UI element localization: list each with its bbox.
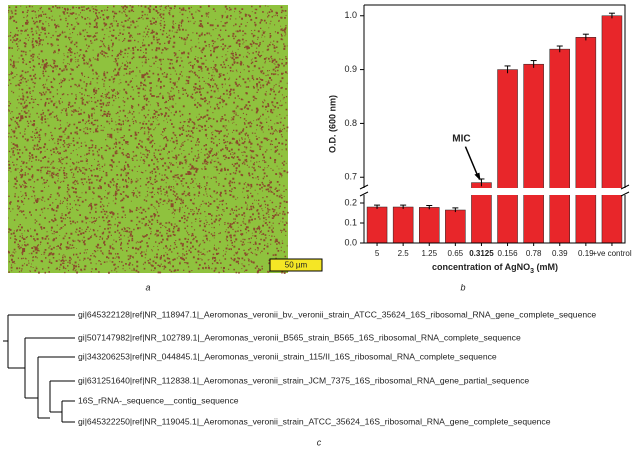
y-tick-label: 0.8	[344, 118, 357, 128]
x-axis-label-suffix: (mM)	[534, 262, 558, 272]
bar	[549, 48, 570, 244]
tree-branches	[3, 314, 75, 423]
x-axis-label: concentration of AgNO3 (mM)	[432, 262, 558, 274]
x-tick-label: 2.5	[398, 249, 410, 258]
bar	[497, 69, 518, 244]
micrograph-particles	[8, 5, 289, 274]
y-tick-label: 0.2	[344, 197, 357, 207]
bar	[366, 206, 388, 244]
bar	[575, 37, 597, 244]
panel-label: c	[317, 437, 322, 447]
y-tick-label: 1.0	[344, 10, 357, 20]
y-tick-label: 0.1	[344, 217, 357, 227]
tree-leaf-label: gi|507147982|ref|NR_102789.1|_Aeromonas_…	[78, 332, 521, 342]
axis-break	[358, 188, 631, 195]
x-axis-label-sub: 3	[530, 268, 534, 275]
tree-leaf-label: gi|645322128|ref|NR_118947.1|_Aeromonas_…	[78, 309, 596, 319]
bar	[419, 207, 440, 244]
x-tick-label: 0.19	[578, 249, 594, 258]
bar	[601, 15, 623, 244]
y-tick-label: 0.9	[344, 64, 357, 74]
x-tick-label: 0.3125	[469, 249, 494, 258]
bar	[445, 209, 466, 244]
x-tick-label: 0.78	[526, 249, 542, 258]
y-axis-label: O.D. (600 nm)	[327, 95, 337, 153]
tree-leaf-label: gi|631251640|ref|NR_112838.1|_Aeromonas_…	[78, 375, 529, 385]
tree-leaf-label: gi|343206253|ref|NR_044845.1|_Aeromonas_…	[78, 351, 497, 361]
x-tick-label: +ve control	[592, 249, 632, 258]
tree-leaf-label: gi|645322250|ref|NR_119045.1|_Aeromonas_…	[78, 416, 551, 426]
x-tick-label: 0.156	[498, 249, 519, 258]
annotation-arrow	[464, 146, 480, 178]
y-tick-label: 0.7	[344, 172, 357, 182]
scale-bar	[269, 258, 323, 272]
bar	[523, 63, 544, 244]
y-tick-label: 0.0	[344, 237, 357, 247]
x-tick-label: 5	[375, 249, 380, 258]
plot-frame	[363, 4, 626, 244]
x-tick-label: 1.25	[421, 249, 437, 258]
arrow-head	[474, 172, 481, 181]
tree-lines	[3, 314, 75, 423]
panel-label: a	[145, 282, 150, 292]
break-mark	[359, 184, 369, 197]
break-mark	[620, 184, 630, 197]
annotation: MIC	[452, 133, 470, 144]
x-tick-label: 0.65	[448, 249, 464, 258]
x-tick-label: 0.39	[552, 249, 568, 258]
scale-label: 50 µm	[285, 261, 308, 270]
bar	[392, 206, 414, 244]
x-axis-label-text: concentration of AgNO	[432, 262, 530, 272]
panel-label: b	[460, 282, 465, 292]
tree-leaf-label: 16S_rRNA-_sequence__contig_sequence	[78, 395, 239, 405]
